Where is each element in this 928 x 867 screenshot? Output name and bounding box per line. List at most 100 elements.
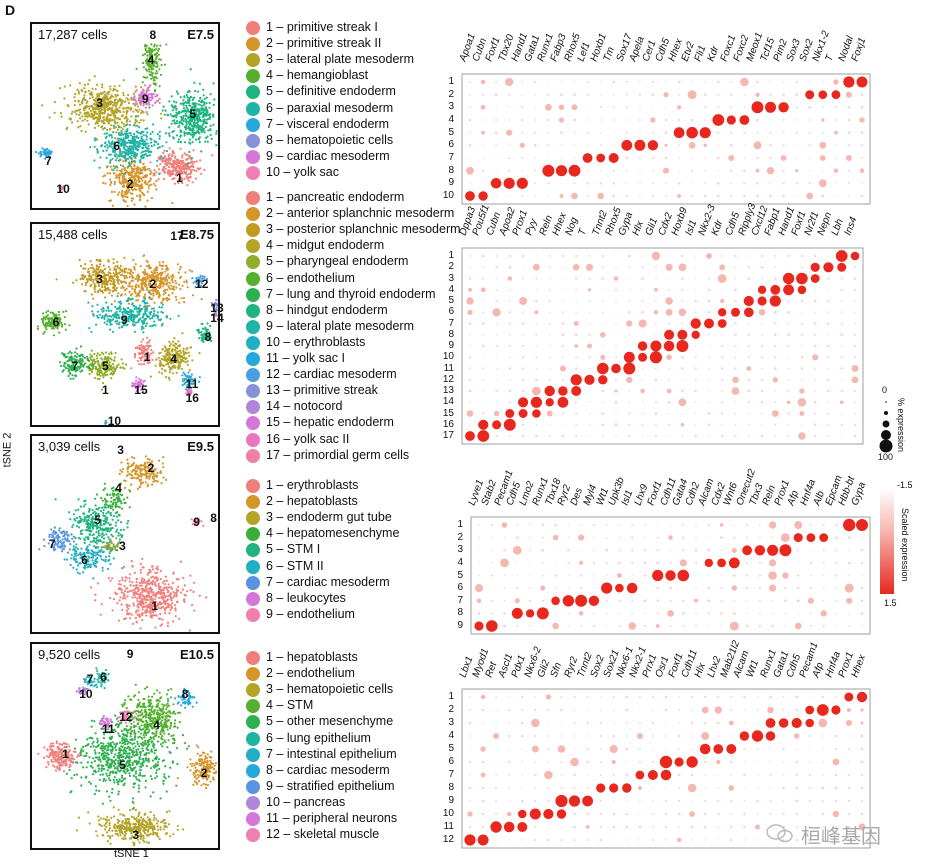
tsne-point bbox=[184, 163, 187, 166]
tsne-point bbox=[163, 177, 166, 180]
tsne-point bbox=[189, 166, 192, 169]
tsne-point bbox=[178, 178, 181, 181]
tsne-point bbox=[149, 177, 152, 180]
tsne-point bbox=[158, 157, 161, 161]
tsne-point bbox=[180, 170, 183, 173]
tsne-point bbox=[149, 173, 152, 176]
tsne-point bbox=[162, 167, 165, 170]
tsne-point bbox=[167, 155, 170, 158]
tsne-point bbox=[106, 172, 109, 175]
tsne-point bbox=[173, 167, 176, 170]
tsne-point bbox=[159, 163, 162, 166]
tsne-point bbox=[177, 171, 180, 175]
tsne-point bbox=[191, 168, 194, 171]
tsne-point bbox=[133, 165, 136, 168]
tsne-point bbox=[173, 177, 176, 180]
tsne-point bbox=[200, 172, 203, 175]
tsne-point bbox=[141, 168, 144, 172]
tsne-point bbox=[177, 166, 180, 169]
tsne-point bbox=[118, 176, 121, 179]
tsne-point bbox=[192, 149, 195, 152]
tsne-point bbox=[171, 169, 174, 173]
tsne-point bbox=[199, 167, 202, 170]
tsne-point bbox=[167, 165, 171, 169]
tsne-point bbox=[171, 166, 174, 169]
tsne-point bbox=[193, 160, 196, 164]
tsne-point bbox=[150, 183, 153, 186]
tsne-point bbox=[180, 165, 183, 169]
tsne-point bbox=[169, 173, 172, 176]
tsne-point bbox=[182, 165, 185, 168]
tsne-point bbox=[174, 169, 177, 172]
tsne-point bbox=[203, 168, 206, 172]
tsne-point bbox=[195, 160, 198, 163]
tsne-point bbox=[171, 171, 174, 175]
tsne-point bbox=[113, 182, 116, 186]
tsne-point bbox=[194, 177, 197, 180]
tsne-point bbox=[173, 156, 177, 159]
tsne-point bbox=[110, 190, 113, 193]
tsne-point bbox=[164, 167, 167, 170]
tsne-point bbox=[121, 191, 124, 194]
tsne-point bbox=[175, 167, 178, 170]
tsne-point bbox=[161, 169, 164, 172]
tsne-point bbox=[173, 182, 177, 185]
tsne-point bbox=[192, 166, 195, 169]
tsne-point bbox=[131, 171, 134, 174]
tsne-point bbox=[168, 174, 171, 177]
tsne-point bbox=[168, 170, 171, 173]
tsne-point bbox=[193, 169, 196, 172]
tsne-point bbox=[111, 204, 114, 207]
tsne-point bbox=[189, 172, 192, 175]
tsne-point bbox=[176, 161, 179, 164]
tsne-point bbox=[180, 178, 183, 182]
tsne-point bbox=[146, 190, 149, 193]
tsne-point bbox=[184, 165, 187, 168]
tsne-point bbox=[166, 159, 170, 162]
tsne-point bbox=[147, 181, 150, 184]
tsne-point bbox=[156, 164, 159, 167]
tsne-point bbox=[168, 153, 171, 156]
tsne-point bbox=[118, 169, 122, 172]
tsne-point bbox=[150, 196, 153, 200]
tsne-point bbox=[176, 170, 179, 173]
tsne-point bbox=[166, 164, 169, 167]
tsne-point bbox=[191, 181, 194, 184]
tsne-point bbox=[185, 176, 188, 179]
tsne-point bbox=[118, 191, 121, 194]
tsne-point bbox=[163, 155, 166, 158]
tsne-point bbox=[152, 182, 156, 185]
tsne-point bbox=[188, 168, 191, 171]
tsne-point bbox=[162, 166, 165, 169]
tsne-point bbox=[155, 180, 158, 183]
tsne-point bbox=[167, 172, 170, 175]
tsne-point bbox=[128, 177, 131, 180]
tsne-point bbox=[183, 177, 186, 181]
tsne-point bbox=[188, 155, 191, 158]
tsne-point bbox=[184, 168, 188, 171]
tsne-point bbox=[176, 158, 180, 161]
tsne-point bbox=[177, 181, 180, 185]
tsne-point bbox=[189, 175, 192, 178]
tsne-point bbox=[186, 157, 189, 160]
tsne-point bbox=[153, 169, 156, 172]
tsne-point bbox=[186, 184, 189, 187]
panel-letter: D bbox=[5, 2, 16, 18]
tsne-point bbox=[172, 162, 175, 165]
tsne-point bbox=[149, 169, 152, 172]
tsne-point bbox=[211, 154, 214, 157]
tsne-point bbox=[169, 158, 172, 161]
tsne-point bbox=[195, 170, 198, 173]
tsne-point bbox=[161, 160, 164, 163]
tsne-point bbox=[137, 171, 140, 174]
tsne-point bbox=[168, 162, 171, 165]
tsne-point bbox=[187, 166, 190, 169]
tsne-point bbox=[104, 182, 107, 185]
tsne-point bbox=[183, 152, 186, 155]
tsne-point bbox=[180, 168, 183, 171]
tsne-x-axis-label: tSNE 1 bbox=[114, 848, 149, 860]
tsne-point bbox=[115, 174, 118, 177]
tsne-point bbox=[163, 160, 166, 163]
tsne-point bbox=[183, 168, 186, 171]
